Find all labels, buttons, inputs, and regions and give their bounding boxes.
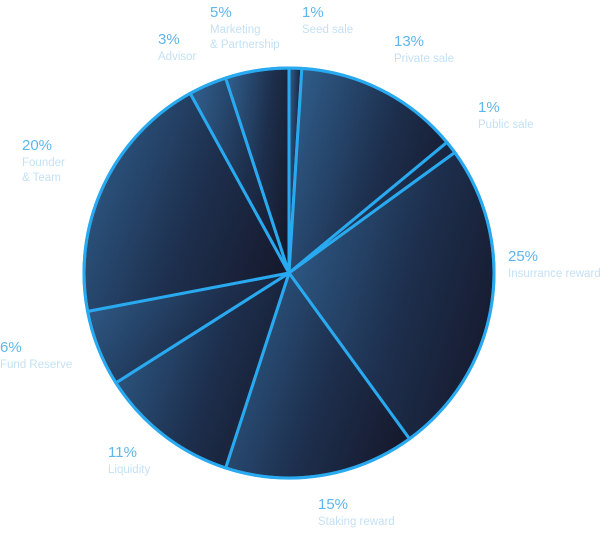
slice-category-label: Private sale — [394, 53, 454, 65]
slice-category-label: Founder — [22, 157, 65, 169]
pie-labels: 1% Seed sale 13% Private sale 1% Public sale 2… — [0, 4, 601, 528]
slice-category-label: Marketing — [210, 24, 261, 36]
pie-slices — [82, 66, 496, 480]
slice-category-label: Staking reward — [318, 516, 395, 528]
slice-percent-label: 5% — [210, 4, 232, 21]
slice-category-label: Liquidity — [108, 464, 150, 476]
slice-percent-label: 6% — [0, 339, 22, 356]
slice-percent-label: 1% — [478, 99, 500, 116]
slice-category-label: & Team — [22, 172, 61, 184]
slice-category-label: Public sale — [478, 119, 534, 131]
slice-percent-label: 20% — [22, 137, 52, 154]
slice-percent-label: 1% — [302, 4, 324, 21]
pie-outline — [82, 66, 496, 480]
slice-category-label: Seed sale — [302, 24, 353, 36]
slice-percent-label: 13% — [394, 33, 424, 50]
slice-category-label: Fund Reserve — [0, 359, 72, 371]
slice-percent-label: 15% — [318, 496, 348, 513]
slice-category-label: Advisor — [158, 51, 197, 63]
slice-category-label: Insurrance reward — [508, 268, 601, 280]
slice-percent-label: 3% — [158, 31, 180, 48]
slice-category-label: & Partnership — [210, 39, 280, 51]
slice-percent-label: 25% — [508, 248, 538, 265]
slice-percent-label: 11% — [108, 444, 137, 461]
